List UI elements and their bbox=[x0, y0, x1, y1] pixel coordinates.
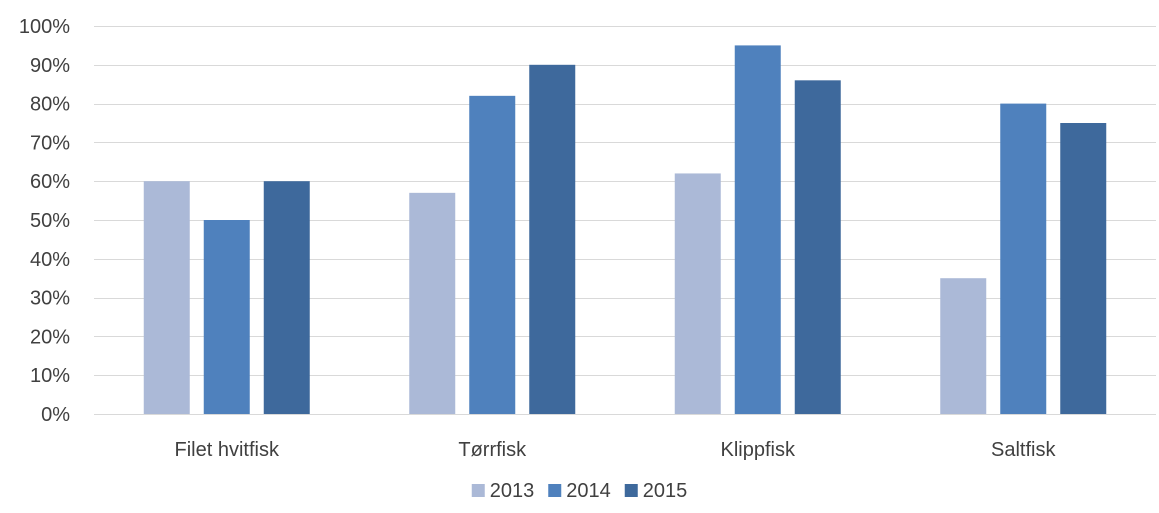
x-tick-label: Klippfisk bbox=[721, 439, 796, 461]
x-axis-tick-labels: Filet hvitfisk Tørrfisk Klippfisk Saltfisk bbox=[175, 439, 1057, 461]
bar-2015-3 bbox=[1060, 123, 1107, 414]
y-tick-label: 40% bbox=[30, 249, 70, 271]
y-tick-label: 0% bbox=[41, 404, 70, 426]
x-tick-label: Saltfisk bbox=[991, 439, 1056, 461]
legend-label-2014: 2014 bbox=[566, 480, 611, 502]
legend-swatch-2015 bbox=[624, 484, 638, 497]
x-tick-label: Tørrfisk bbox=[458, 439, 527, 461]
bar-2014-2 bbox=[734, 45, 781, 415]
bar-2013-2 bbox=[674, 173, 721, 414]
bar-2015-2 bbox=[794, 80, 841, 414]
bar-2015-0 bbox=[263, 181, 310, 414]
y-axis-tick-labels: 0% 10% 20% 30% 40% 50% 60% 70% 80% 90% 100% bbox=[19, 16, 70, 426]
legend-swatch-2013 bbox=[471, 484, 485, 497]
bar-2014-3 bbox=[1000, 103, 1047, 414]
legend-label-2015: 2015 bbox=[643, 480, 688, 502]
bar-2013-3 bbox=[940, 278, 987, 414]
y-tick-label: 10% bbox=[30, 365, 70, 387]
bar-2013-1 bbox=[409, 192, 456, 414]
legend-swatch-2014 bbox=[548, 484, 562, 497]
bars bbox=[143, 45, 1107, 415]
legend-label-2013: 2013 bbox=[490, 480, 535, 502]
y-tick-label: 80% bbox=[30, 94, 70, 116]
y-tick-label: 30% bbox=[30, 288, 70, 310]
bar-2014-1 bbox=[469, 95, 516, 414]
y-tick-label: 50% bbox=[30, 210, 70, 232]
bar-2015-1 bbox=[529, 64, 576, 415]
y-tick-label: 60% bbox=[30, 171, 70, 193]
bar-2013-0 bbox=[143, 181, 190, 414]
bar-2014-0 bbox=[203, 220, 250, 414]
legend: 2013 2014 2015 bbox=[471, 480, 688, 502]
x-tick-label: Filet hvitfisk bbox=[175, 439, 280, 461]
y-tick-label: 20% bbox=[30, 326, 70, 348]
y-tick-label: 90% bbox=[30, 55, 70, 77]
y-tick-label: 100% bbox=[19, 16, 70, 38]
y-tick-label: 70% bbox=[30, 132, 70, 154]
gridlines bbox=[94, 26, 1156, 415]
